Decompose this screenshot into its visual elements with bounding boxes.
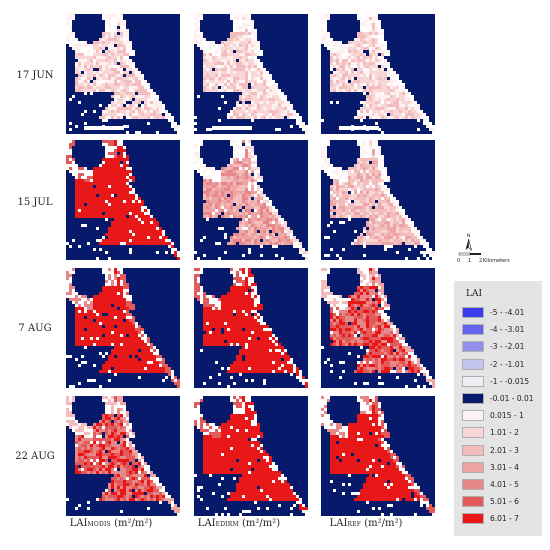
legend-swatch — [462, 393, 484, 404]
legend-swatch — [462, 324, 484, 336]
legend-item: -5 - -4.01 — [462, 307, 542, 319]
column-label-modis: LAIMODIS (m²/m²) — [46, 518, 176, 529]
legend-label: 3.01 - 4 — [490, 462, 519, 472]
legend: LAI -5 - -4.01 -4 - -3.01 -3 - -2.01 -2 - -… — [454, 281, 542, 536]
legend-title: LAI — [466, 289, 483, 299]
legend-label: 1.01 - 2 — [490, 428, 519, 438]
column-label-sub: MODIS — [87, 521, 111, 528]
legend-item: 1.01 - 2 — [462, 427, 542, 439]
legend-swatch — [462, 513, 484, 525]
legend-swatch — [462, 444, 484, 456]
lai-raster — [194, 396, 308, 516]
column-label-unit: (m²/m²) — [110, 518, 153, 529]
column-label-edirm: LAIEDIRM (m²/m²) — [174, 518, 304, 529]
legend-item: -3 - -2.01 — [462, 341, 542, 353]
north-arrow-scale-bar: N 0 1 2 Kilometers — [456, 231, 526, 265]
lai-map-panel — [194, 268, 308, 388]
column-label-sub: EDIRM — [215, 521, 239, 528]
lai-map-panel — [321, 14, 435, 134]
legend-item: 0.015 - 1 — [462, 410, 542, 422]
lai-raster — [321, 268, 435, 388]
lai-map-panel — [321, 268, 435, 388]
legend-swatch — [462, 307, 484, 318]
coastal-strip — [212, 126, 252, 130]
legend-item: -4 - -3.01 — [462, 324, 542, 336]
lai-raster — [194, 14, 308, 134]
lai-map-panel — [194, 14, 308, 134]
legend-swatch — [462, 358, 484, 370]
lai-raster — [321, 14, 435, 134]
scale-unit: Kilometers — [483, 258, 510, 264]
lai-map-panel — [66, 14, 180, 134]
legend-label: 5.01 - 6 — [490, 497, 519, 507]
coastal-strip — [339, 126, 379, 130]
column-label-main: LAI — [329, 518, 348, 529]
column-label-main: LAI — [197, 518, 216, 529]
legend-swatch — [462, 461, 484, 473]
legend-item: 3.01 - 4 — [462, 461, 542, 474]
legend-swatch — [462, 410, 484, 422]
lai-raster — [66, 14, 180, 134]
lai-map-panel — [321, 396, 435, 516]
lai-map-panel — [321, 140, 435, 260]
lai-raster — [66, 140, 180, 260]
legend-label: 2.01 - 3 — [490, 445, 519, 455]
row-label-date: 17 JUN — [16, 70, 54, 81]
lai-raster — [321, 396, 435, 516]
column-label-unit: (m²/m²) — [361, 518, 403, 529]
legend-label: -3 - -2.01 — [490, 342, 525, 352]
legend-label: -0.01 - 0.01 — [490, 394, 534, 403]
legend-swatch — [462, 375, 484, 387]
north-arrow-icon — [465, 239, 469, 250]
legend-item: 5.01 - 6 — [462, 496, 542, 508]
scale-tick-0: 0 — [457, 258, 460, 264]
legend-label: 6.01 - 7 — [490, 514, 519, 524]
north-label: N — [467, 233, 470, 239]
scale-bar-graphic: N 0 1 2 Kilometers — [457, 233, 510, 264]
column-label-unit: (m²/m²) — [238, 518, 281, 529]
legend-item: 4.01 - 5 — [462, 479, 542, 491]
lai-raster — [194, 140, 308, 260]
lai-map-panel — [66, 268, 180, 388]
lai-raster — [66, 268, 180, 388]
legend-swatch — [462, 427, 484, 439]
legend-label: -5 - -4.01 — [490, 308, 525, 317]
coastal-strip — [84, 126, 124, 130]
lai-raster — [66, 396, 180, 516]
legend-label: -4 - -3.01 — [490, 325, 525, 335]
lai-map-panel — [194, 140, 308, 260]
legend-swatch — [462, 479, 484, 490]
legend-item: -2 - -1.01 — [462, 358, 542, 371]
legend-label: 0.015 - 1 — [490, 411, 524, 421]
lai-raster — [194, 268, 308, 388]
legend-label: 4.01 - 5 — [490, 480, 519, 489]
column-label-main: LAI — [69, 518, 88, 529]
column-label-ref: LAIREF (m²/m²) — [301, 518, 431, 529]
scale-tick-2: 2 — [479, 258, 482, 264]
scale-bar-segment — [458, 252, 471, 256]
legend-item: -1 - -0.015 — [462, 375, 542, 388]
row-label-date: 15 JUL — [17, 197, 53, 208]
legend-swatch — [462, 496, 484, 508]
row-label-date: 22 AUG — [15, 451, 55, 462]
legend-swatch — [462, 341, 484, 353]
north-arrow-outline-icon — [468, 238, 473, 251]
lai-raster — [321, 140, 435, 260]
lai-map-panel — [66, 140, 180, 260]
legend-label: -1 - -0.015 — [490, 376, 530, 386]
legend-label: -2 - -1.01 — [490, 359, 525, 369]
scale-tick-1: 1 — [468, 258, 471, 264]
lai-map-panel — [66, 396, 180, 516]
legend-item: 2.01 - 3 — [462, 444, 542, 457]
legend-item: 6.01 - 7 — [462, 513, 542, 525]
column-label-sub: REF — [347, 521, 362, 528]
row-label-date: 7 AUG — [18, 323, 52, 334]
lai-map-panel — [194, 396, 308, 516]
legend-item: -0.01 - 0.01 — [462, 393, 542, 405]
